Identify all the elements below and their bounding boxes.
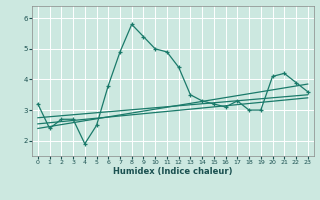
X-axis label: Humidex (Indice chaleur): Humidex (Indice chaleur) (113, 167, 233, 176)
